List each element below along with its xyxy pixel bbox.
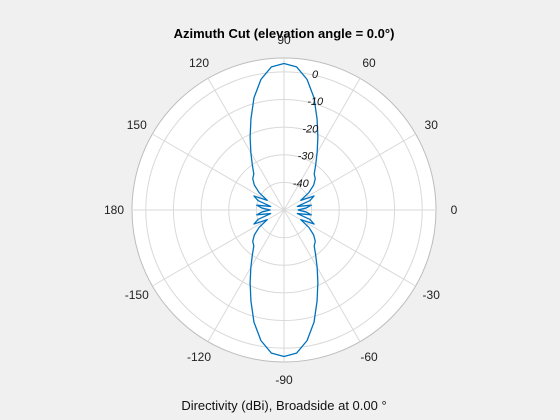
- radial-tick-label: 0: [312, 69, 319, 81]
- x-axis-caption: Directivity (dBi), Broadside at 0.00 °: [181, 398, 386, 413]
- angular-gridline-150: [152, 133, 285, 211]
- angular-gridline--30: [283, 209, 416, 287]
- angle-tick-label: -90: [275, 373, 293, 387]
- angle-tick-labels: 0 30 60 90 120 150 180 -150 -120 -90 -60 -30: [104, 33, 458, 387]
- angle-tick-label: 150: [127, 118, 147, 132]
- angular-gridline-60: [283, 78, 361, 211]
- radial-tick-labels: 0 -10 -20 -30 -40: [293, 69, 324, 190]
- angular-gridlines: [132, 58, 436, 362]
- angle-tick-label: -150: [125, 288, 149, 302]
- polar-plot-area: 0 30 60 90 120 150 180 -150 -120 -90 -60 -30 0 -10 -2…: [104, 33, 458, 387]
- series-layer: [249, 62, 319, 358]
- angle-tick-label: 180: [104, 203, 124, 217]
- angle-tick-label: 90: [277, 33, 291, 47]
- angular-gridline--60: [283, 209, 361, 342]
- angle-tick-label: 120: [189, 56, 209, 70]
- chart-title: Azimuth Cut (elevation angle = 0.0°): [174, 26, 395, 41]
- radial-tick-label: -40: [293, 178, 310, 190]
- angular-gridline-120: [207, 78, 285, 211]
- angle-tick-label: -120: [187, 350, 211, 364]
- series-line-directivity: [249, 62, 319, 358]
- angle-tick-label: -30: [423, 288, 441, 302]
- angle-tick-label: -60: [360, 350, 378, 364]
- angular-gridline--120: [207, 209, 285, 342]
- radial-tick-label: -20: [302, 123, 319, 135]
- radial-tick-label: -30: [298, 151, 315, 163]
- angle-tick-label: 0: [451, 203, 458, 217]
- radial-tick-label: -10: [307, 96, 324, 108]
- angle-tick-label: 30: [425, 118, 439, 132]
- angular-gridline-30: [283, 133, 416, 211]
- angular-gridline--150: [152, 209, 285, 287]
- angle-tick-label: 60: [362, 56, 376, 70]
